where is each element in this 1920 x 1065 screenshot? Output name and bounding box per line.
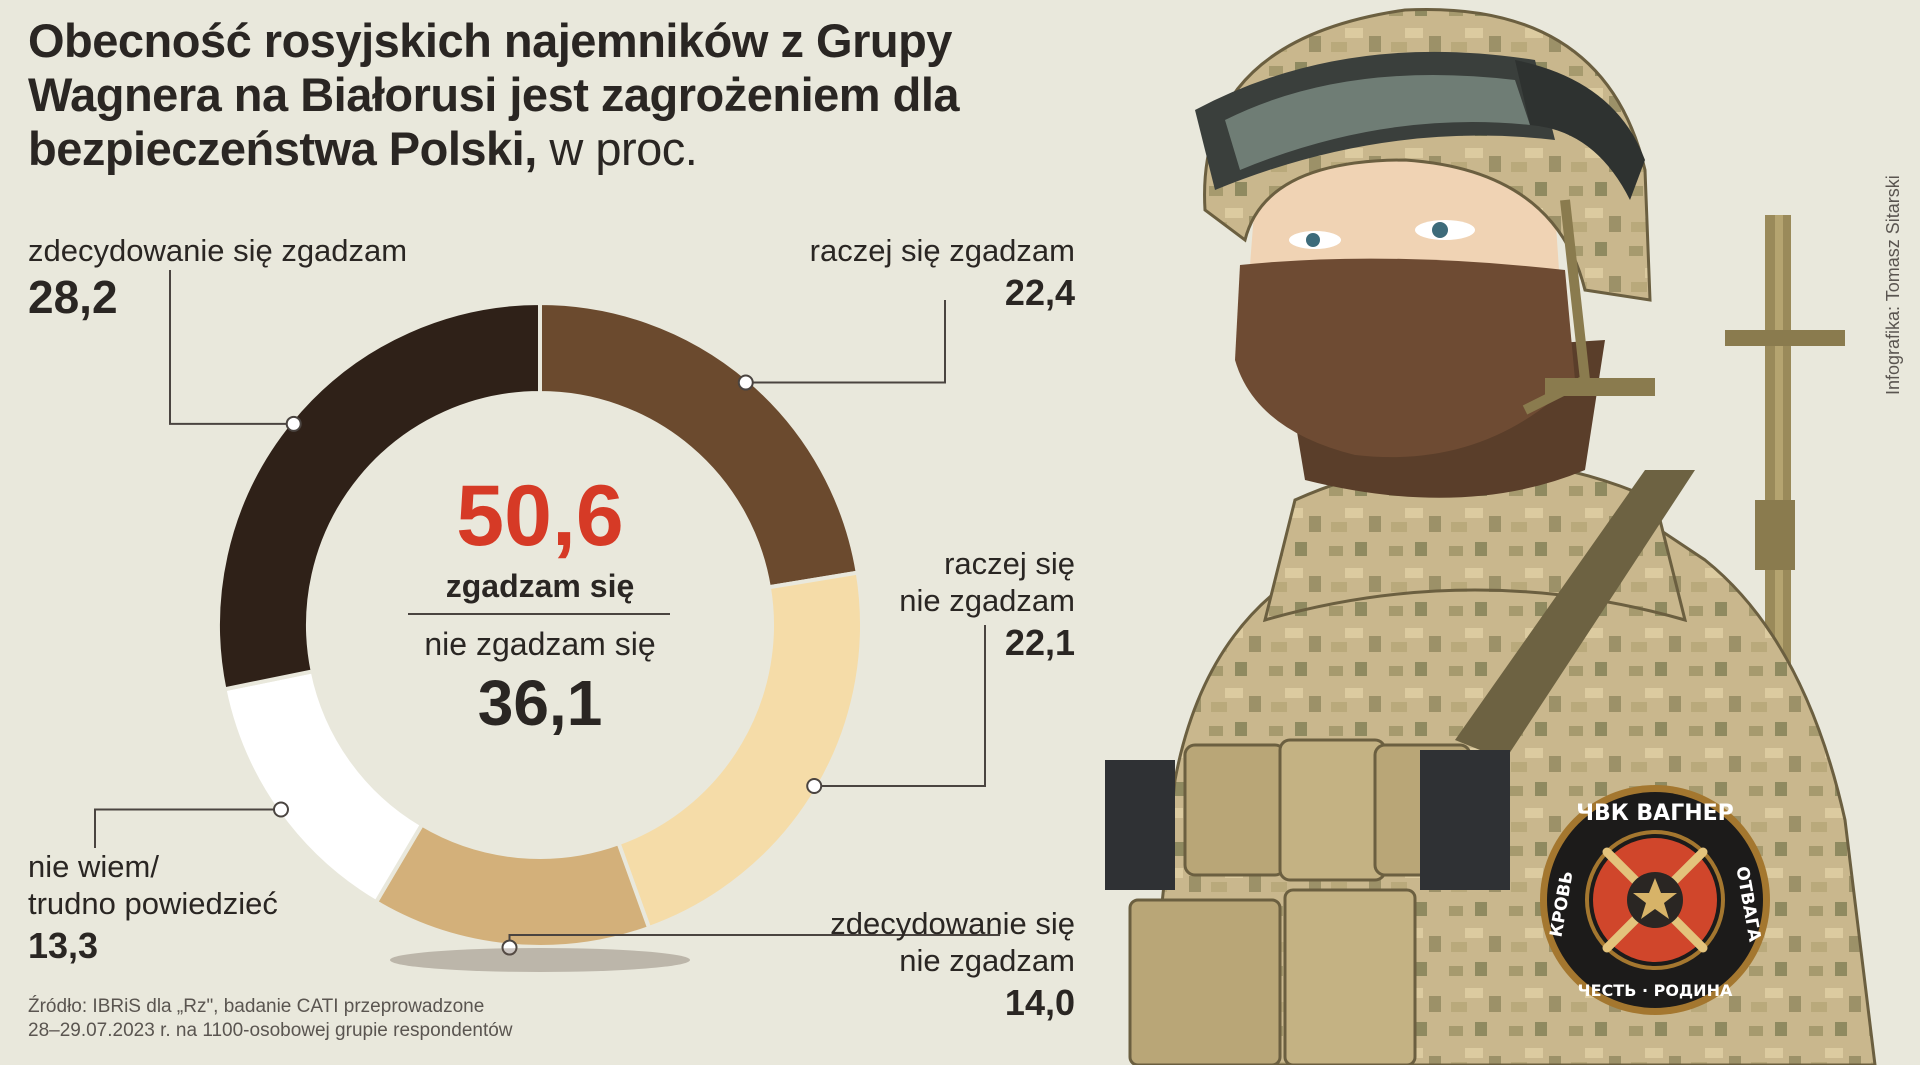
label-rather-agree: raczej się zgadzam 22,4	[809, 233, 1075, 313]
center-agree-value: 50,6	[456, 468, 623, 564]
goggles-icon	[1195, 51, 1645, 200]
badge-bottom-text: ЧЕСТЬ · РОДИНА	[1578, 981, 1733, 1000]
label-strongly-disagree: zdecydowanie się nie zgadzam 14,0	[830, 906, 1075, 1023]
chart-title: Obecność rosyjskich najemników z Grupy W…	[28, 14, 1028, 176]
leader-line-3	[94, 808, 281, 848]
vest-pouches	[1105, 738, 1510, 1065]
label-strongly-agree: zdecydowanie się zgadzam 28,2	[28, 233, 408, 323]
face-mask	[1235, 258, 1575, 458]
slice-strongly-disagree	[373, 821, 652, 949]
center-disagree-label: nie zgadzam się	[424, 626, 655, 662]
infographic-credit: Infografika: Tomasz Sitarski	[1883, 175, 1903, 395]
title-main: Obecność rosyjskich najemników z Grupy W…	[28, 14, 960, 175]
leader-dot-0	[737, 374, 754, 391]
wagner-badge: ЧВК ВАГНЕР КРОВЬ ОТВАГА ЧЕСТЬ · РОДИНА	[1540, 785, 1770, 1015]
title-unit: w proc.	[549, 122, 698, 175]
leader-line-0	[745, 300, 946, 384]
star-icon	[1633, 878, 1677, 919]
leader-line-4	[169, 270, 294, 425]
leader-dot-2	[501, 939, 518, 956]
donut-shadow	[390, 948, 690, 972]
center-disagree-value: 36,1	[478, 667, 603, 739]
source-note: Źródło: IBRiS dla „Rz", badanie CATI prz…	[28, 996, 513, 1041]
leader-dot-3	[272, 801, 289, 818]
leader-line-1	[814, 625, 986, 788]
slice-strongly-agree	[216, 300, 542, 692]
label-dont-know: nie wiem/ trudno powiedzieć 13,3	[28, 849, 278, 966]
leader-dot-1	[806, 778, 823, 795]
donut-chart: 50,6 zgadzam się nie zgadzam się 36,1	[94, 270, 1000, 972]
soldier-illustration: ЧВК ВАГНЕР КРОВЬ ОТВАГА ЧЕСТЬ · РОДИНА	[1105, 7, 1877, 1065]
label-rather-disagree: raczej się nie zgadzam 22,1	[899, 546, 1075, 663]
badge-top-text: ЧВК ВАГНЕР	[1576, 801, 1734, 826]
center-agree-label: zgadzam się	[446, 568, 635, 604]
leader-dot-4	[285, 415, 302, 432]
slice-rather-agree	[538, 300, 861, 590]
